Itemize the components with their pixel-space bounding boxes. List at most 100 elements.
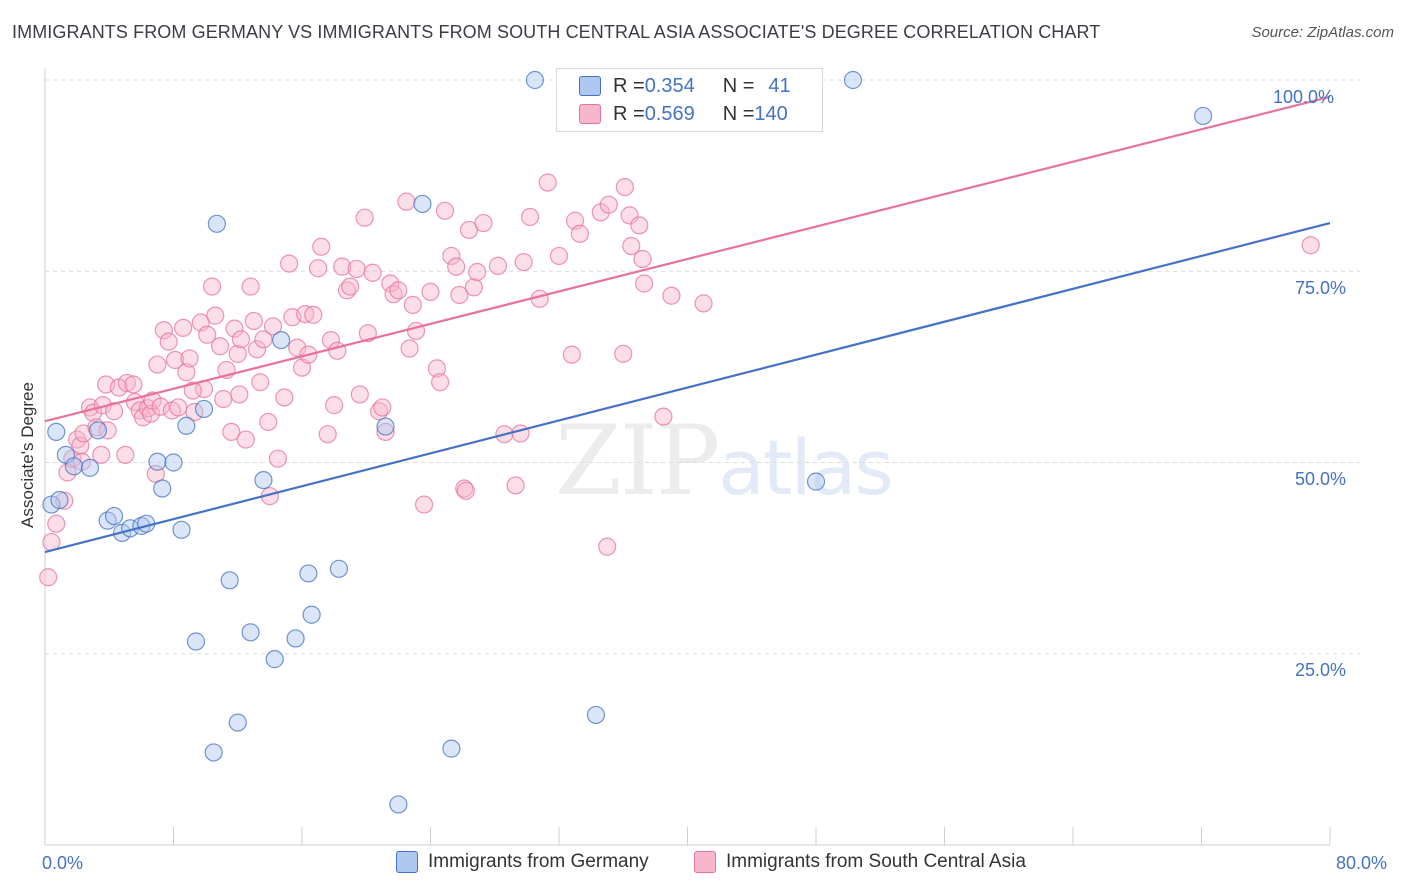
sca-point [347,259,366,279]
sca-point [389,281,408,300]
sca-point [325,396,344,415]
y-tick-50: 50.0% [1294,469,1346,489]
sca-point [598,537,617,556]
y-tick-100: 100.0% [1272,87,1334,107]
sca-point [210,337,230,356]
sca-point [230,385,249,404]
germany-point [302,605,321,624]
sca-point [599,195,618,214]
r-label: R = [613,102,645,125]
sca-point [244,311,263,331]
sca-point [450,285,469,305]
sca-point [98,421,117,440]
sca-point [662,286,681,305]
sca-point [435,201,455,220]
sca-point [614,344,633,363]
sca-swatch [579,104,601,124]
legend-item-germany[interactable]: Immigrants from Germany [396,851,649,873]
germany-point [286,629,305,648]
sca-point [304,305,323,324]
sca-point [442,246,461,266]
sca-point [198,325,217,344]
y-axis-label: Associate's Degree [18,382,37,528]
sca-point [363,263,382,282]
sca-point [312,237,331,256]
sca-point [570,224,589,243]
sca-point [254,330,273,349]
sca-point [87,418,106,437]
sca-point [308,259,328,278]
sca-point [694,294,713,313]
sca-point [154,321,173,340]
sca-point [506,476,525,495]
sca-point [414,495,434,514]
sca-point [397,192,416,211]
sca-point [251,373,270,392]
sca-point [464,278,483,297]
sca-point [183,381,202,400]
sca-point [268,449,288,468]
series-germany [42,70,1213,814]
sca-point [225,319,244,338]
sca-point [622,236,641,256]
r-value: 0.569 [644,102,695,125]
sca-point [459,220,479,240]
legend-row-sca: R = 0.569 N = 140 [579,103,788,125]
sca-point [206,306,225,325]
source-label: Source: ZipAtlas.com [1251,24,1394,41]
legend-item-sca[interactable]: Immigrants from South Central Asia [694,851,1026,873]
sca-point [474,213,493,233]
germany-point [389,795,408,814]
sca-point [456,481,475,500]
sca-point [358,324,377,343]
sca-point [117,373,137,393]
sca-point [635,274,654,293]
watermark-zip: ZIP [555,405,720,517]
gridlines [45,79,1360,655]
germany-point [1194,106,1213,126]
germany-point [98,511,117,530]
sca-point [236,430,255,449]
sca-point [116,445,135,464]
sca-point [355,208,374,227]
germany-point [220,571,239,590]
sca-point [654,407,673,426]
germany-point [104,506,124,526]
sca-legend-swatch [694,851,716,873]
sca-point [431,373,450,392]
germany-point [442,739,461,758]
germany-point [204,743,223,762]
sca-point [39,568,58,587]
x-tick-max: 80.0% [1336,853,1388,873]
sca-point [421,282,440,302]
sca-point [92,445,111,464]
sca-point [620,206,639,225]
sca-point [231,330,251,349]
sca-point [549,246,569,266]
sca-legend-label: Immigrants from South Central Asia [726,851,1026,872]
sca-point [562,345,581,364]
germany-point [413,194,432,214]
n-value: 140 [754,102,788,125]
germany-point [177,416,196,435]
watermark-atlas: atlas [718,423,894,512]
watermark: ZIPatlas [555,405,894,517]
n-value: 41 [768,74,791,97]
germany-point [843,70,863,90]
germany-legend-swatch [396,851,418,873]
sca-point [259,412,278,432]
germany-point [376,417,395,436]
sca-point [222,422,241,441]
series-south-central-asia [39,173,1320,587]
germany-point [207,214,226,233]
n-label: N = [722,74,755,97]
y-tick-75: 75.0% [1294,278,1346,298]
germany-point [80,458,100,477]
sca-point [47,514,66,533]
sca-point [520,207,540,227]
sca-point [538,173,557,192]
sca-point [333,257,352,276]
series-legend: Immigrants from Germany Immigrants from … [0,851,1406,877]
sca-point [403,295,422,315]
